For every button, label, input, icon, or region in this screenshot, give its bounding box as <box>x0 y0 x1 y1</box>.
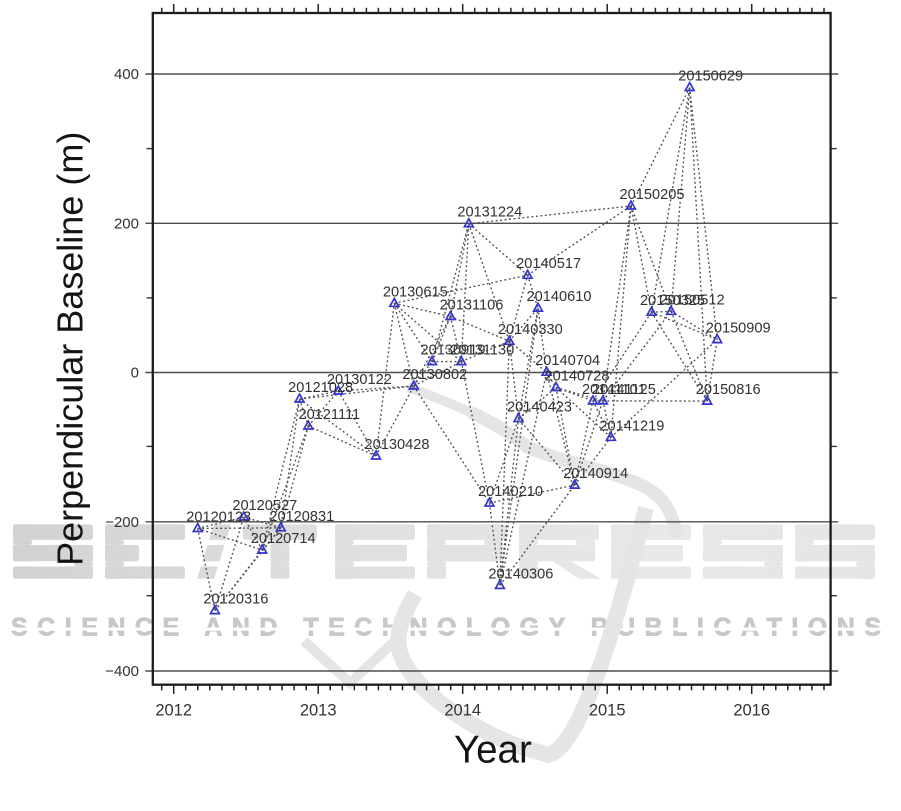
svg-text:2013: 2013 <box>300 702 337 720</box>
svg-text:20140704: 20140704 <box>535 353 600 369</box>
svg-text:20150909: 20150909 <box>706 321 771 337</box>
svg-text:20140728: 20140728 <box>545 369 610 385</box>
svg-text:20140914: 20140914 <box>563 466 628 482</box>
svg-text:400: 400 <box>114 66 139 83</box>
svg-text:20130428: 20130428 <box>365 437 430 453</box>
svg-text:20120123: 20120123 <box>186 510 251 526</box>
svg-text:20141125: 20141125 <box>592 382 656 398</box>
svg-text:20140610: 20140610 <box>527 289 592 305</box>
svg-text:20131130: 20131130 <box>450 343 514 359</box>
svg-text:2016: 2016 <box>733 702 770 720</box>
svg-text:20130919: 20130919 <box>421 343 486 359</box>
svg-text:−400: −400 <box>105 663 139 680</box>
svg-text:SCIENCE AND TECHNOLOGY PUBLICA: SCIENCE AND TECHNOLOGY PUBLICATIONS <box>11 614 881 642</box>
svg-text:Perpendicular Baseline (m): Perpendicular Baseline (m) <box>50 132 91 566</box>
svg-text:20150205: 20150205 <box>620 187 685 203</box>
svg-text:20131106: 20131106 <box>440 298 504 314</box>
svg-text:20150512: 20150512 <box>660 292 725 308</box>
svg-text:20150816: 20150816 <box>696 382 761 398</box>
svg-text:20140210: 20140210 <box>478 484 543 500</box>
svg-text:20121111: 20121111 <box>298 407 360 423</box>
svg-text:20141219: 20141219 <box>599 418 664 434</box>
svg-text:20120831: 20120831 <box>269 509 334 525</box>
svg-text:20120527: 20120527 <box>232 498 297 514</box>
svg-text:20130615: 20130615 <box>383 284 448 300</box>
svg-text:20140330: 20140330 <box>498 322 563 338</box>
svg-text:20150629: 20150629 <box>678 69 743 85</box>
svg-text:20130122: 20130122 <box>327 372 392 388</box>
svg-text:20130802: 20130802 <box>402 367 467 383</box>
svg-text:20140306: 20140306 <box>488 566 553 582</box>
svg-text:−200: −200 <box>105 514 139 531</box>
svg-text:20121028: 20121028 <box>288 380 353 396</box>
svg-text:20150325: 20150325 <box>640 293 705 309</box>
svg-text:0: 0 <box>131 365 139 382</box>
svg-text:200: 200 <box>114 216 139 233</box>
svg-text:20120714: 20120714 <box>251 531 316 547</box>
svg-text:20131224: 20131224 <box>457 205 522 221</box>
svg-text:20141101: 20141101 <box>582 382 646 398</box>
svg-text:2012: 2012 <box>155 702 192 720</box>
svg-text:2014: 2014 <box>444 702 481 720</box>
svg-text:Year: Year <box>454 729 532 772</box>
svg-text:20140517: 20140517 <box>516 256 581 272</box>
svg-text:20120316: 20120316 <box>203 592 268 608</box>
svg-text:2015: 2015 <box>589 702 626 720</box>
svg-text:20140423: 20140423 <box>507 400 572 416</box>
